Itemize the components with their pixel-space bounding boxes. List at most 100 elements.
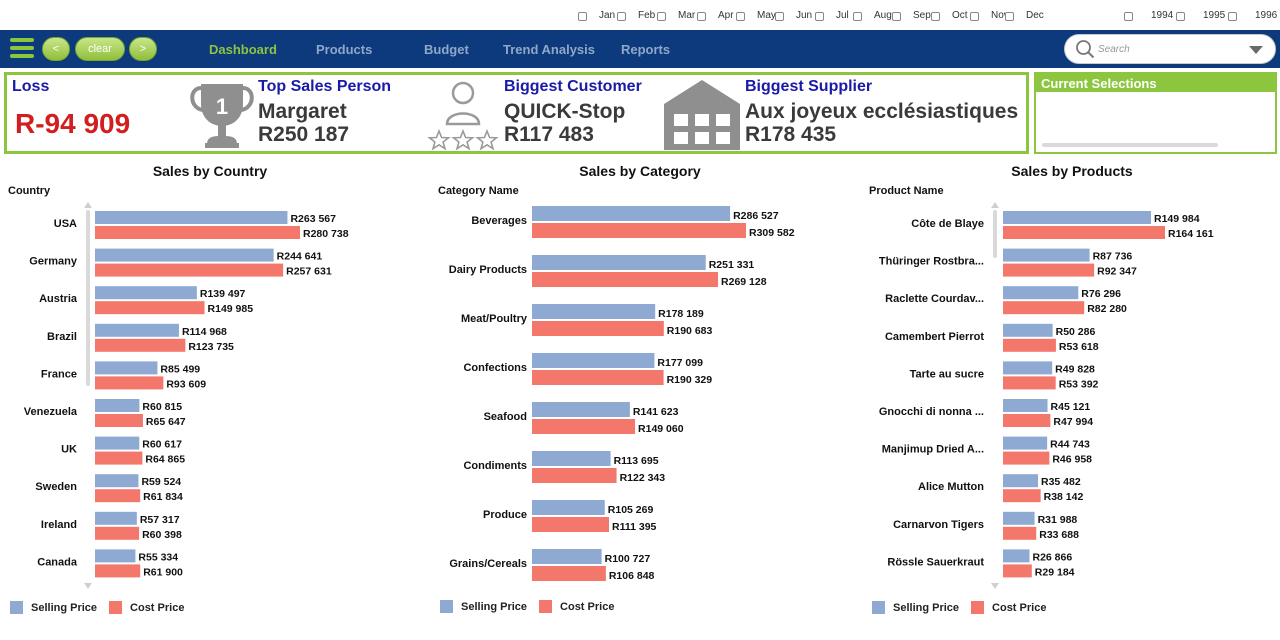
month-checkbox-may[interactable] <box>736 12 745 21</box>
category-label[interactable]: Beverages <box>471 215 527 227</box>
category-label[interactable]: Austria <box>39 293 78 305</box>
category-label[interactable]: Rössle Sauerkraut <box>887 556 984 568</box>
category-label[interactable]: Thüringer Rostbra... <box>879 256 984 268</box>
category-label[interactable]: Seafood <box>484 411 527 423</box>
tab-budget[interactable]: Budget <box>424 42 469 57</box>
selling-price-bar[interactable] <box>1003 248 1090 262</box>
category-label[interactable]: USA <box>54 218 77 230</box>
cost-price-bar[interactable] <box>1003 526 1037 540</box>
selling-price-bar[interactable] <box>532 402 630 417</box>
cost-price-bar[interactable] <box>95 376 164 390</box>
category-label[interactable]: Meat/Poultry <box>461 313 528 325</box>
selling-price-bar[interactable] <box>1003 399 1048 412</box>
category-label[interactable]: Gnocchi di nonna ... <box>879 406 984 418</box>
clear-button[interactable]: clear <box>75 37 125 61</box>
tab-products[interactable]: Products <box>316 42 373 57</box>
selling-price-bar[interactable] <box>1003 511 1035 525</box>
category-label[interactable]: Sweden <box>35 481 77 493</box>
vertical-scrollbar-country[interactable] <box>86 210 90 386</box>
cost-price-bar[interactable] <box>532 566 606 581</box>
month-checkbox-oct[interactable] <box>931 12 940 21</box>
month-checkbox-feb[interactable] <box>617 12 626 21</box>
cost-price-bar[interactable] <box>1003 226 1165 239</box>
selling-price-bar[interactable] <box>1003 323 1053 337</box>
cost-price-bar[interactable] <box>532 321 664 336</box>
selling-price-bar[interactable] <box>1003 286 1079 300</box>
selling-price-bar[interactable] <box>532 451 611 466</box>
tab-reports[interactable]: Reports <box>621 42 671 57</box>
month-checkbox-apr[interactable] <box>697 12 706 21</box>
selling-price-bar[interactable] <box>95 211 288 224</box>
category-label[interactable]: Ireland <box>41 519 77 531</box>
category-label[interactable]: Produce <box>483 509 527 521</box>
search-input[interactable]: Search <box>1064 34 1276 64</box>
selling-price-bar[interactable] <box>532 255 706 270</box>
selling-price-bar[interactable] <box>1003 549 1030 563</box>
horizontal-scrollbar[interactable] <box>1042 143 1218 147</box>
year-checkbox-1994[interactable] <box>1124 12 1133 21</box>
cost-price-bar[interactable] <box>532 370 664 385</box>
selling-price-bar[interactable] <box>95 361 158 375</box>
cost-price-bar[interactable] <box>95 451 143 465</box>
month-checkbox-aug[interactable] <box>853 12 862 21</box>
cost-price-bar[interactable] <box>95 301 205 315</box>
year-checkbox-1996[interactable] <box>1228 12 1237 21</box>
category-label[interactable]: Manjimup Dried A... <box>882 444 984 456</box>
cost-price-bar[interactable] <box>95 226 300 239</box>
category-label[interactable]: Germany <box>29 256 78 268</box>
selling-price-bar[interactable] <box>1003 474 1039 488</box>
month-checkbox-jun[interactable] <box>775 12 784 21</box>
cost-price-bar[interactable] <box>95 526 140 540</box>
category-label[interactable]: Côte de Blaye <box>911 218 984 230</box>
category-label[interactable]: Canada <box>37 556 78 568</box>
cost-price-bar[interactable] <box>95 263 284 277</box>
category-label[interactable]: Carnarvon Tigers <box>893 519 984 531</box>
year-checkbox-1995[interactable] <box>1176 12 1185 21</box>
category-label[interactable]: Grains/Cereals <box>449 558 527 570</box>
category-label[interactable]: Alice Mutton <box>918 481 984 493</box>
tab-trend-analysis[interactable]: Trend Analysis <box>503 42 595 57</box>
selling-price-bar[interactable] <box>95 511 137 525</box>
cost-price-bar[interactable] <box>1003 338 1056 352</box>
back-button[interactable]: < <box>42 37 70 61</box>
category-label[interactable]: UK <box>61 444 77 456</box>
cost-price-bar[interactable] <box>1003 376 1056 390</box>
scroll-down-icon[interactable] <box>991 583 999 589</box>
chevron-down-icon[interactable] <box>1249 46 1263 54</box>
cost-price-bar[interactable] <box>1003 451 1050 465</box>
category-label[interactable]: Tarte au sucre <box>910 368 984 380</box>
month-checkbox-jul[interactable] <box>815 12 824 21</box>
selling-price-bar[interactable] <box>1003 361 1053 375</box>
selling-price-bar[interactable] <box>95 323 179 337</box>
cost-price-bar[interactable] <box>532 419 636 434</box>
month-checkbox-mar[interactable] <box>657 12 666 21</box>
chart-sales-by-country[interactable]: USA R263 567 R280 738 Germany R244 641 R257 6… <box>0 198 420 590</box>
category-label[interactable]: Dairy Products <box>449 264 527 276</box>
chart-sales-by-category[interactable]: Beverages R286 527 R309 582 Dairy Products R… <box>430 198 860 590</box>
selling-price-bar[interactable] <box>532 353 655 368</box>
cost-price-bar[interactable] <box>1003 564 1032 578</box>
cost-price-bar[interactable] <box>95 338 186 352</box>
cost-price-bar[interactable] <box>95 414 143 427</box>
category-label[interactable]: Condiments <box>463 460 527 472</box>
vertical-scrollbar-products[interactable] <box>993 210 997 258</box>
month-checkbox-jan[interactable] <box>578 12 587 21</box>
cost-price-bar[interactable] <box>532 468 617 483</box>
selling-price-bar[interactable] <box>532 549 602 564</box>
cost-price-bar[interactable] <box>95 489 141 503</box>
scroll-up-icon[interactable] <box>84 202 92 208</box>
category-label[interactable]: Venezuela <box>24 406 78 418</box>
category-label[interactable]: Confections <box>463 362 527 374</box>
selling-price-bar[interactable] <box>532 304 656 319</box>
selling-price-bar[interactable] <box>95 248 274 262</box>
cost-price-bar[interactable] <box>532 272 719 287</box>
selling-price-bar[interactable] <box>95 474 139 488</box>
current-selections-panel[interactable]: Current Selections <box>1034 72 1277 154</box>
scroll-up-icon[interactable] <box>991 202 999 208</box>
category-label[interactable]: Camembert Pierrot <box>885 331 984 343</box>
selling-price-bar[interactable] <box>95 436 140 450</box>
cost-price-bar[interactable] <box>1003 489 1041 503</box>
month-checkbox-dec[interactable] <box>1005 12 1014 21</box>
selling-price-bar[interactable] <box>1003 211 1152 224</box>
category-label[interactable]: France <box>41 368 77 380</box>
